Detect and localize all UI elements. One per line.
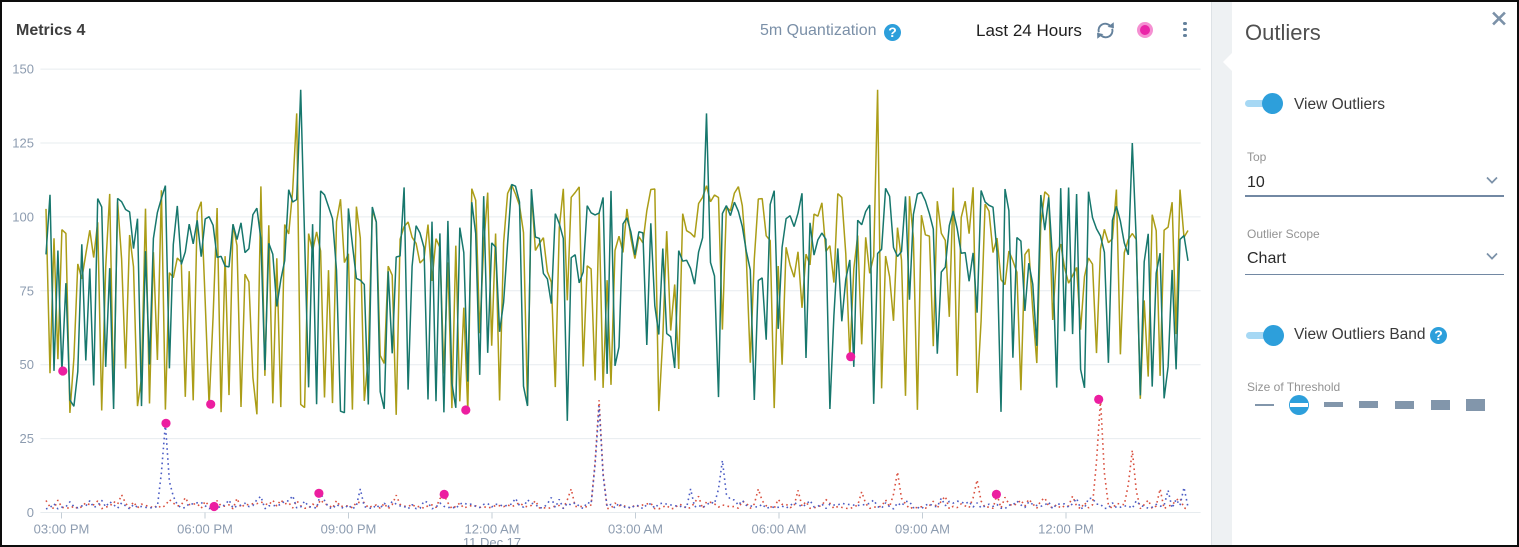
- svg-text:06:00 AM: 06:00 AM: [752, 522, 807, 537]
- svg-text:0: 0: [27, 505, 34, 520]
- svg-text:12:00 PM: 12:00 PM: [1038, 522, 1094, 537]
- svg-text:03:00 AM: 03:00 AM: [608, 522, 663, 537]
- svg-text:11 Dec 17: 11 Dec 17: [463, 535, 521, 547]
- svg-text:09:00 AM: 09:00 AM: [895, 522, 950, 537]
- svg-text:12:00 AM: 12:00 AM: [465, 522, 520, 537]
- svg-text:25: 25: [20, 431, 34, 446]
- svg-text:09:00 PM: 09:00 PM: [321, 522, 377, 537]
- svg-text:75: 75: [20, 283, 34, 298]
- svg-text:50: 50: [20, 357, 34, 372]
- svg-text:03:00 PM: 03:00 PM: [34, 522, 90, 537]
- svg-text:125: 125: [12, 136, 34, 151]
- svg-text:100: 100: [12, 209, 34, 224]
- svg-text:06:00 PM: 06:00 PM: [177, 522, 233, 537]
- svg-text:150: 150: [12, 62, 34, 77]
